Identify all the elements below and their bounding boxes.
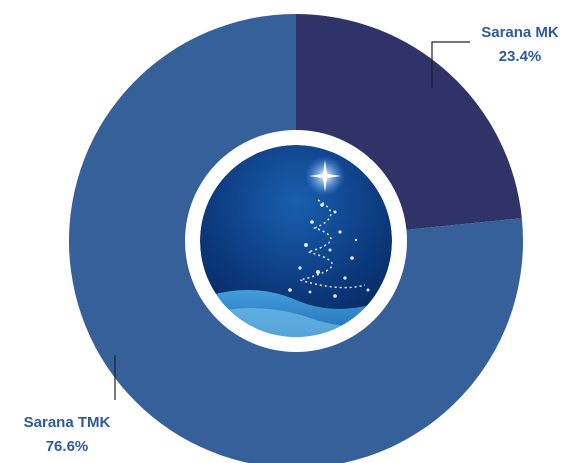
leader-line	[431, 41, 470, 88]
slice-label: Sarana MK	[481, 24, 559, 41]
slice	[69, 14, 523, 463]
slice-label: Sarana TMK	[24, 414, 111, 431]
value-label: 23.4%	[499, 48, 542, 65]
value-label: 76.6%	[46, 438, 89, 455]
